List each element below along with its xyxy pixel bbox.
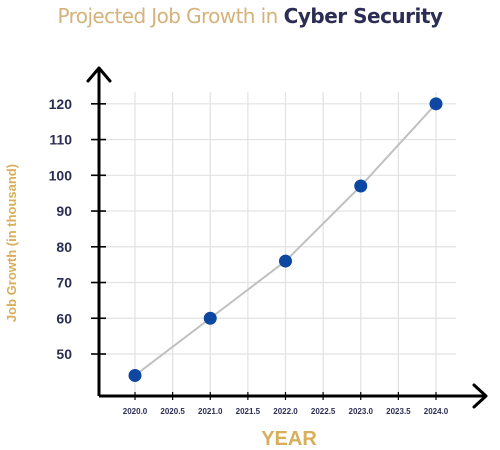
chart-title-part1: Projected Job Growth in [57, 4, 279, 28]
x-axis-label: YEAR [261, 428, 317, 450]
series [128, 97, 443, 382]
y-tick-label: 90 [56, 203, 72, 219]
x-tick-label: 2021.0 [198, 407, 223, 416]
y-tick-label: 60 [56, 310, 72, 326]
y-tick-label: 80 [56, 239, 72, 255]
y-tick-label: 100 [49, 167, 73, 183]
y-tick-label: 110 [49, 132, 72, 148]
x-tick-label: 2024.0 [424, 407, 449, 416]
data-point [429, 97, 443, 111]
data-point [128, 368, 142, 382]
x-tick-label: 2020.0 [123, 407, 148, 416]
y-tick-label: 70 [56, 275, 72, 291]
x-axis-arrow-icon [472, 383, 488, 409]
data-point [354, 179, 368, 193]
ticks: 2020.0 2020.5 2021.0 2021.5 2022.0 2022.5 2023… [49, 96, 449, 416]
y-tick-label: 50 [56, 346, 72, 362]
axes [86, 66, 488, 409]
x-tick-label: 2022.0 [273, 407, 298, 416]
y-axis-label: Job Growth (in thousand) [4, 164, 19, 322]
data-point [203, 311, 217, 325]
x-tick-label: 2020.5 [160, 407, 185, 416]
x-tick-label: 2023.0 [349, 407, 374, 416]
x-tick-label: 2022.5 [311, 407, 336, 416]
x-tick-label: 2021.5 [236, 407, 261, 416]
y-axis-arrow-icon [86, 66, 112, 83]
data-point [279, 254, 292, 268]
chart-title-part2: Cyber Security [283, 4, 443, 28]
grid [103, 92, 456, 392]
chart-title: Projected Job Growth in Cyber Security [0, 4, 500, 28]
y-tick-label: 120 [49, 96, 73, 112]
x-tick-label: 2023.5 [386, 407, 411, 416]
